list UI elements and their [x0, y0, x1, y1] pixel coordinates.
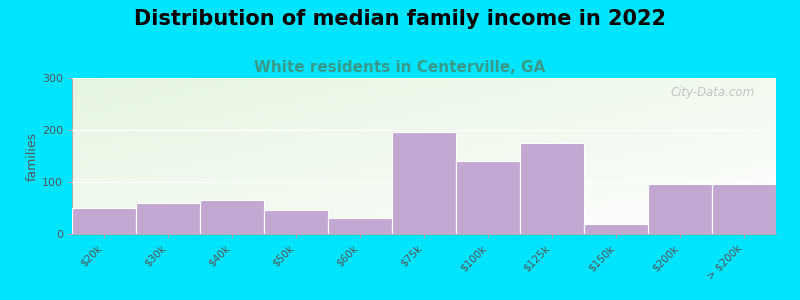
Bar [392, 132, 456, 234]
Bar [520, 143, 584, 234]
Bar [136, 203, 200, 234]
Bar [456, 161, 520, 234]
Bar [72, 208, 136, 234]
Text: Distribution of median family income in 2022: Distribution of median family income in … [134, 9, 666, 29]
Bar [712, 184, 776, 234]
Text: White residents in Centerville, GA: White residents in Centerville, GA [254, 60, 546, 75]
Bar [328, 218, 392, 234]
Y-axis label: families: families [26, 131, 39, 181]
Text: City-Data.com: City-Data.com [670, 86, 755, 99]
Bar [648, 184, 712, 234]
Bar [584, 224, 648, 234]
Bar [200, 200, 264, 234]
Bar [264, 210, 328, 234]
